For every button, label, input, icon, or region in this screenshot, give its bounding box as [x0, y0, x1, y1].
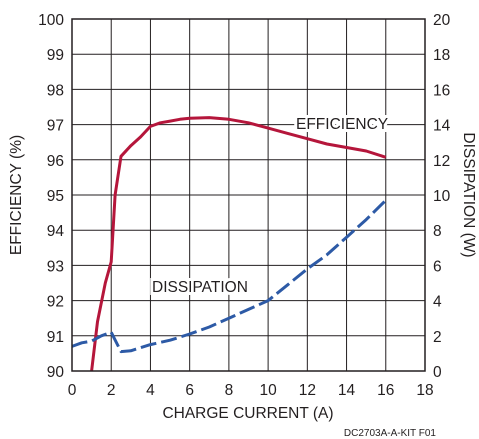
y-right-tick-label: 6	[433, 258, 442, 275]
tick-labels: 0 2 4 6 8 10 12 14 16 18 90 91 92 93 94 95 96 97 98 99 100 0 2…	[38, 12, 450, 399]
dissipation-series-label: DISSIPATION	[152, 279, 248, 296]
y-right-tick-label: 4	[433, 294, 442, 311]
y-right-axis-title: DISSIPATION (W)	[460, 132, 477, 257]
x-tick-label: 2	[107, 382, 116, 399]
x-tick-label: 16	[377, 382, 394, 399]
y-left-tick-label: 98	[47, 82, 64, 99]
plot-series	[71, 116, 387, 372]
x-tick-label: 18	[416, 382, 433, 399]
y-left-tick-label: 99	[47, 47, 64, 64]
figure-id: DC2703A-A-KIT F01	[344, 428, 437, 439]
x-tick-label: 8	[225, 382, 234, 399]
y-left-tick-label: 100	[38, 12, 64, 29]
x-tick-label: 10	[259, 382, 277, 399]
y-right-tick-label: 0	[433, 364, 442, 381]
plot-frame	[71, 18, 426, 372]
y-left-tick-label: 90	[47, 364, 65, 381]
y-left-axis-title: EFFICIENCY (%)	[8, 135, 25, 255]
y-right-tick-label: 8	[433, 223, 442, 240]
efficiency-series-label: EFFICIENCY	[296, 116, 388, 133]
y-right-tick-label: 12	[433, 153, 450, 170]
y-left-tick-label: 96	[47, 153, 64, 170]
y-left-tick-label: 95	[47, 188, 64, 205]
y-left-tick-label: 91	[47, 329, 64, 346]
y-left-tick-label: 92	[47, 294, 64, 311]
grid	[72, 19, 425, 371]
y-right-tick-label: 2	[433, 329, 442, 346]
y-right-tick-label: 16	[433, 82, 450, 99]
dissipation-series-line	[71, 199, 387, 354]
y-right-tick-label: 14	[433, 118, 451, 135]
x-axis-title: CHARGE CURRENT (A)	[162, 405, 333, 422]
x-tick-label: 14	[338, 382, 356, 399]
x-tick-label: 6	[185, 382, 194, 399]
y-right-tick-label: 20	[433, 12, 451, 29]
y-left-tick-label: 97	[47, 118, 64, 135]
y-right-tick-label: 18	[433, 47, 450, 64]
x-tick-label: 0	[68, 382, 77, 399]
y-right-tick-label: 10	[433, 188, 451, 205]
efficiency-series-line	[90, 116, 387, 372]
y-left-tick-label: 94	[47, 223, 65, 240]
x-tick-label: 12	[299, 382, 316, 399]
x-tick-label: 4	[146, 382, 155, 399]
y-left-tick-label: 93	[47, 258, 64, 275]
